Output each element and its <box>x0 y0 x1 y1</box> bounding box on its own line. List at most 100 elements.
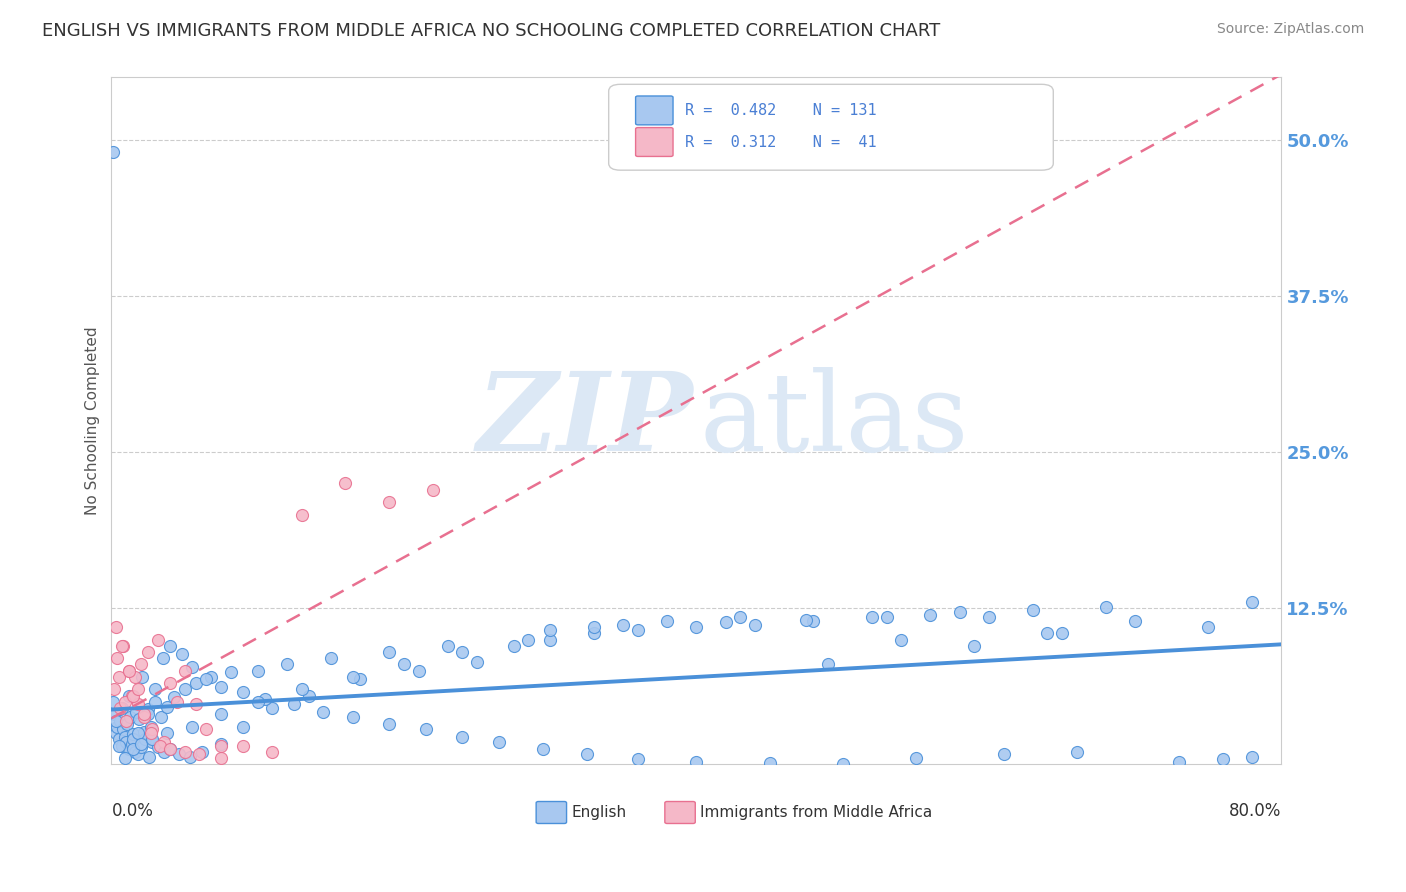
Point <box>105 651 128 665</box>
Point <box>159 639 181 653</box>
Point <box>101 145 124 160</box>
Point <box>156 726 179 740</box>
Point <box>166 695 188 709</box>
Point <box>127 747 149 762</box>
Point <box>105 720 128 734</box>
FancyBboxPatch shape <box>636 128 673 156</box>
Point <box>200 670 222 684</box>
Point <box>262 701 284 715</box>
Point <box>246 695 269 709</box>
Point <box>1022 602 1045 616</box>
Point <box>129 657 152 672</box>
Point <box>104 714 127 728</box>
Point <box>180 720 202 734</box>
FancyBboxPatch shape <box>636 96 673 125</box>
Point <box>112 639 135 653</box>
Point <box>209 738 232 752</box>
Point <box>335 476 357 491</box>
Point <box>122 727 145 741</box>
Point <box>121 689 143 703</box>
Point <box>132 710 155 724</box>
Point <box>1168 755 1191 769</box>
Point <box>107 739 129 753</box>
Point <box>904 751 927 765</box>
Text: ENGLISH VS IMMIGRANTS FROM MIDDLE AFRICA NO SCHOOLING COMPLETED CORRELATION CHAR: ENGLISH VS IMMIGRANTS FROM MIDDLE AFRICA… <box>42 22 941 40</box>
Point <box>195 673 218 687</box>
Point <box>191 745 214 759</box>
Point <box>173 664 195 678</box>
Point <box>209 739 232 753</box>
Text: Immigrants from Middle Africa: Immigrants from Middle Africa <box>700 805 932 820</box>
Point <box>129 739 152 754</box>
Point <box>118 742 141 756</box>
Point <box>319 651 342 665</box>
Point <box>963 639 986 653</box>
Point <box>290 682 312 697</box>
Point <box>136 707 159 722</box>
Point <box>127 698 149 712</box>
Point <box>112 723 135 737</box>
Text: Source: ZipAtlas.com: Source: ZipAtlas.com <box>1216 22 1364 37</box>
Point <box>1241 595 1264 609</box>
Point <box>502 639 524 653</box>
Point <box>103 682 125 697</box>
Y-axis label: No Schooling Completed: No Schooling Completed <box>86 326 100 516</box>
Point <box>111 739 134 753</box>
Point <box>141 735 163 749</box>
Point <box>170 648 193 662</box>
Point <box>128 713 150 727</box>
Point <box>122 742 145 756</box>
Point <box>114 695 136 709</box>
Point <box>232 720 254 734</box>
Point <box>451 645 474 659</box>
Point <box>148 739 170 754</box>
Point <box>538 632 561 647</box>
Point <box>817 657 839 672</box>
Point <box>612 617 634 632</box>
Point <box>129 738 152 752</box>
Text: ZIP: ZIP <box>477 368 693 475</box>
Point <box>575 747 598 762</box>
Point <box>627 623 650 637</box>
Point <box>831 757 853 772</box>
Point <box>657 614 679 628</box>
Point <box>111 639 134 653</box>
Point <box>138 750 160 764</box>
Point <box>583 626 606 640</box>
Point <box>977 610 1000 624</box>
Point <box>125 705 148 719</box>
Point <box>262 745 284 759</box>
Point <box>342 710 364 724</box>
Point <box>141 723 163 737</box>
Point <box>730 610 752 624</box>
Point <box>173 682 195 697</box>
Point <box>290 508 312 522</box>
Point <box>159 742 181 756</box>
Point <box>465 655 488 669</box>
Point <box>117 717 139 731</box>
Point <box>517 632 540 647</box>
Point <box>149 739 172 753</box>
Point <box>1123 614 1146 628</box>
Point <box>392 657 415 672</box>
Point <box>104 726 127 740</box>
Text: 80.0%: 80.0% <box>1229 802 1281 821</box>
Point <box>1197 620 1219 634</box>
Point <box>114 730 136 744</box>
Point <box>714 615 737 629</box>
Point <box>143 695 166 709</box>
Point <box>108 714 131 728</box>
Point <box>221 665 243 679</box>
Point <box>103 707 125 722</box>
Point <box>156 700 179 714</box>
Point <box>408 664 430 678</box>
Point <box>415 723 437 737</box>
Point <box>312 705 335 719</box>
Point <box>114 751 136 765</box>
Text: English: English <box>571 805 626 820</box>
Point <box>232 685 254 699</box>
Point <box>143 682 166 697</box>
Point <box>121 738 143 752</box>
Point <box>276 657 298 672</box>
Point <box>107 732 129 747</box>
